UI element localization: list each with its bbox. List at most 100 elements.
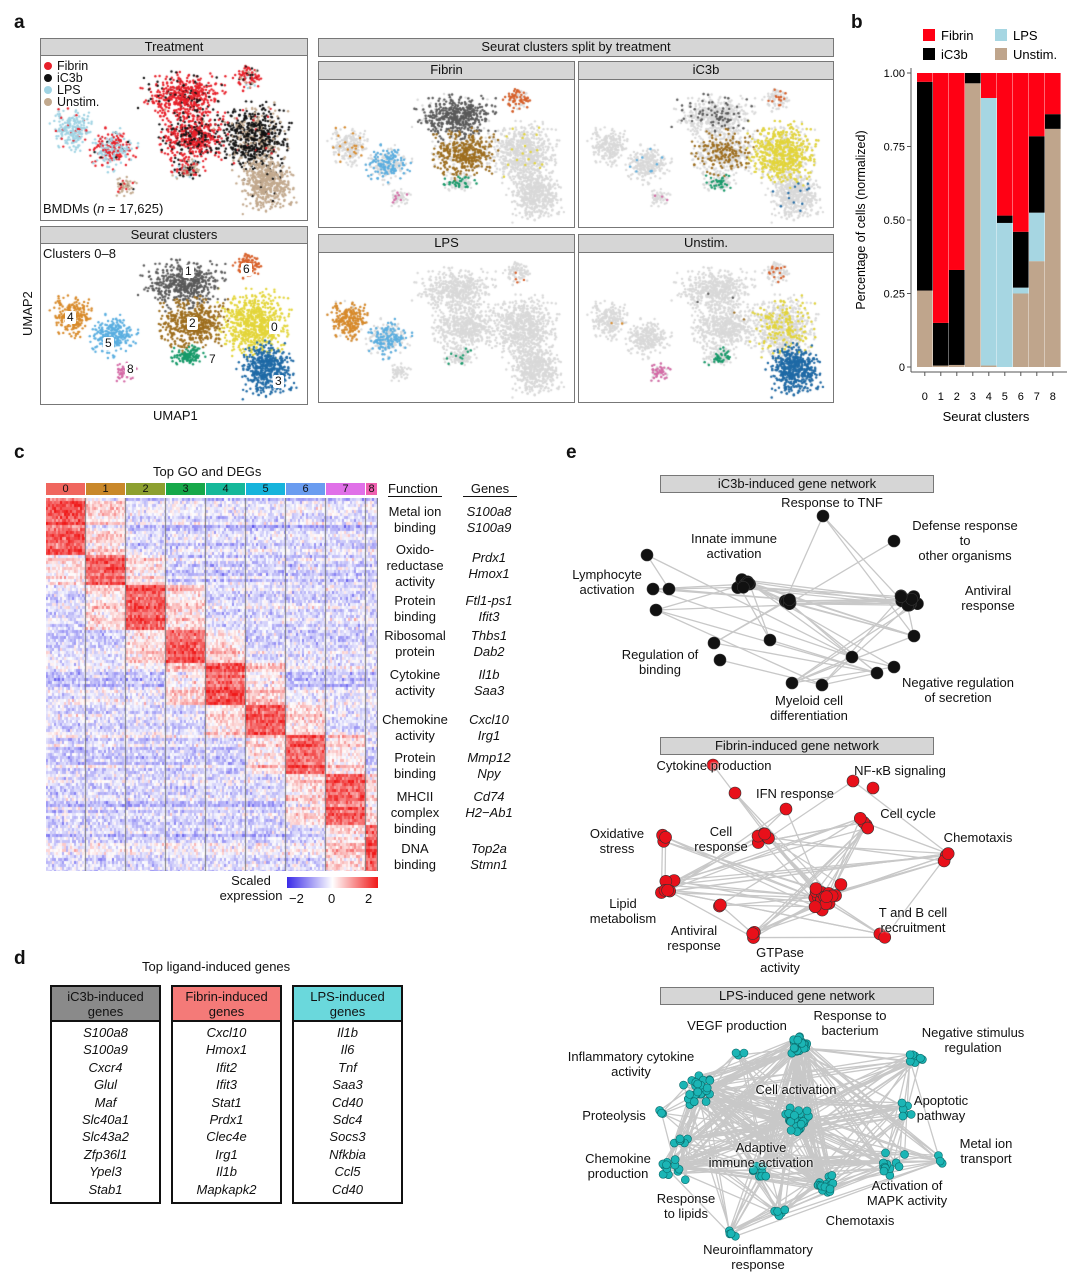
- legend-swatch: [995, 29, 1007, 41]
- gene-label: Mmp12 Npy: [467, 750, 511, 781]
- table-cell: Cd40: [331, 1181, 364, 1197]
- network-edge: [796, 1121, 831, 1186]
- network-term-label: Neuroinflammatory response: [703, 1242, 813, 1272]
- bar-segment-iC3b: [1045, 114, 1061, 129]
- cluster-strip-label: 5: [246, 483, 286, 495]
- bar-segment-Fibrin: [917, 73, 933, 82]
- network-edge: [738, 1047, 800, 1056]
- network-term-label: Lipid metabolism: [589, 896, 657, 926]
- network-term-label: Antiviral response: [667, 923, 721, 953]
- legend-label: Fibrin: [57, 59, 89, 73]
- network-node: [693, 1079, 703, 1089]
- network-edge: [815, 824, 867, 893]
- network-node: [845, 650, 859, 664]
- network-edge: [803, 1048, 833, 1176]
- x-tick-label: 7: [1034, 391, 1040, 403]
- bar-segment-iC3b: [997, 215, 1013, 223]
- network-edge: [646, 554, 853, 658]
- network-term-label: Activation of MAPK activity: [866, 1178, 948, 1208]
- network-edge: [661, 817, 861, 894]
- network-edge: [713, 599, 790, 644]
- network-edge: [884, 853, 949, 938]
- network-node: [780, 1205, 790, 1215]
- x-tick-label: 3: [970, 391, 976, 403]
- network-edge: [698, 1050, 800, 1077]
- network-node: [802, 1106, 812, 1116]
- network-edge: [734, 792, 833, 897]
- network-node: [649, 603, 663, 617]
- network-node: [640, 548, 654, 562]
- network-edge: [796, 1050, 941, 1162]
- network-edge: [799, 1036, 943, 1164]
- table-cell: Socs3: [329, 1129, 366, 1145]
- network-term-label: Cytokine production: [656, 758, 772, 773]
- network-edge: [747, 581, 853, 658]
- function-label: DNA binding: [394, 841, 436, 872]
- network-node: [680, 1175, 690, 1185]
- network-node: [758, 827, 772, 841]
- network-edge: [700, 1053, 911, 1089]
- network-edge: [752, 909, 823, 935]
- cluster-label: 0: [269, 320, 280, 334]
- network-node: [713, 653, 727, 667]
- table-header: Fibrin-induced genes: [173, 987, 280, 1022]
- network-edge: [821, 672, 878, 686]
- table-cell: Il1b: [337, 1025, 358, 1040]
- network-term-label: Myeloid cell differentiation: [770, 693, 848, 723]
- split-panel-title: Fibrin: [318, 61, 575, 80]
- network-node: [879, 1166, 889, 1176]
- network-term-label: NF-κB signaling: [854, 763, 946, 778]
- table-cell: Il1b: [216, 1164, 237, 1180]
- network-node: [941, 847, 955, 860]
- x-tick-label: 0: [922, 391, 928, 403]
- table-body: Il1b Il6 Tnf Saa3 Cd40 Sdc4 Socs3 Nfkbia Ccl5 Cd4…: [294, 1022, 401, 1198]
- network-node: [866, 781, 880, 795]
- network-node: [887, 534, 901, 548]
- network-node: [820, 890, 833, 903]
- table-cell: Saa3: [332, 1077, 363, 1093]
- network-edge: [828, 818, 861, 894]
- network-edge: [667, 833, 765, 891]
- network-node: [898, 1111, 908, 1121]
- function-label: Protein binding: [394, 750, 436, 781]
- network-node: [816, 509, 830, 523]
- network-term-label: VEGF production: [687, 1018, 787, 1033]
- function-label: Metal ion binding: [388, 504, 442, 535]
- table-body: S100a8 S100a9 Cxcr4 Glul Maf Slc40a1 Slc43a2 Zf…: [52, 1022, 159, 1198]
- bar-segment-iC3b: [1029, 136, 1045, 213]
- network-edge: [663, 840, 816, 899]
- legend-label: iC3b: [57, 71, 83, 85]
- network-edge: [679, 1120, 797, 1140]
- split-panel-unstim: Unstim.: [578, 234, 834, 403]
- legend-dot-icon: [44, 86, 52, 94]
- network-edge: [748, 582, 915, 637]
- network-edge: [787, 600, 853, 658]
- function-header: Function: [388, 481, 442, 497]
- network-node: [701, 1097, 711, 1106]
- network-node: [846, 774, 860, 788]
- table-cell: Cxcl10: [206, 1025, 247, 1040]
- network-edge: [852, 780, 949, 855]
- legend-label: Fibrin: [941, 28, 974, 43]
- network-edge: [795, 1048, 939, 1157]
- clusters-subtitle: Clusters 0–8: [43, 246, 116, 261]
- cluster-strip-label: 3: [166, 483, 206, 495]
- network-title-fibrin: Fibrin-induced gene network: [660, 737, 934, 755]
- x-tick-label: 4: [986, 391, 992, 403]
- network-edge: [791, 598, 913, 684]
- split-panel-title: Unstim.: [578, 234, 834, 253]
- legend-label: Unstim.: [57, 95, 100, 109]
- network-edge: [668, 1105, 908, 1176]
- bar-segment-LPS: [1013, 287, 1029, 294]
- network-edge: [673, 827, 868, 882]
- network-edge: [719, 904, 754, 935]
- network-edge: [666, 1168, 731, 1235]
- table-cell: Stat1: [211, 1094, 242, 1110]
- network-node: [659, 830, 672, 844]
- table-cell: Cd40: [331, 1094, 364, 1110]
- network-edge: [677, 1170, 779, 1216]
- network-edge: [667, 854, 947, 886]
- network-term-label: Innate immune activation: [691, 531, 777, 561]
- network-node: [763, 633, 777, 647]
